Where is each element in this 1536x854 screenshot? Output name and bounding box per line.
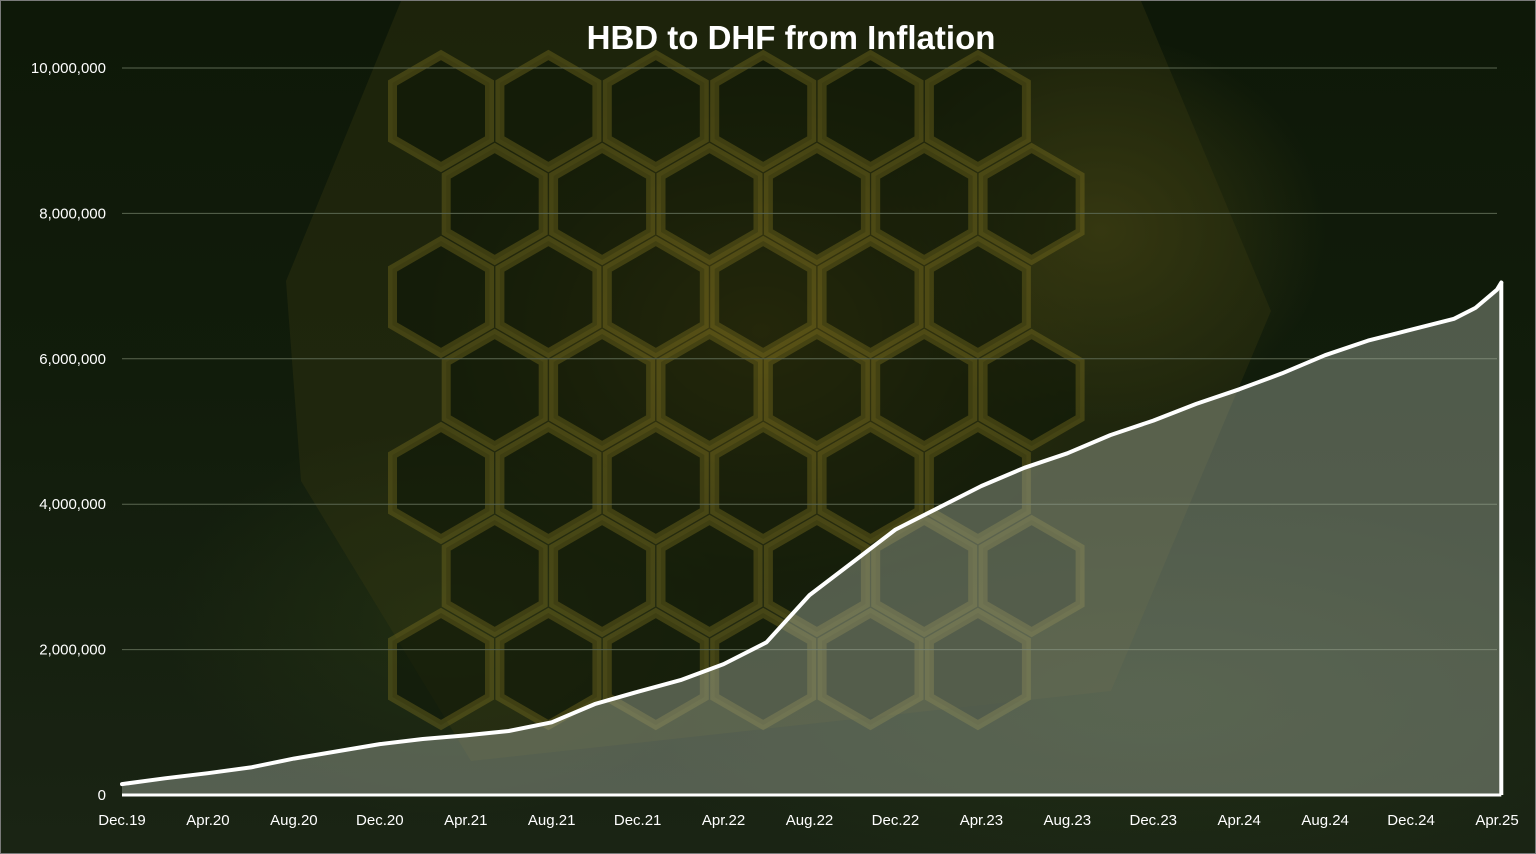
background-hexagon	[817, 235, 924, 359]
background-hexagon	[441, 514, 548, 638]
x-tick-label: Dec.19	[98, 812, 146, 829]
background-hexagon	[817, 607, 924, 731]
background-hexagon	[602, 421, 709, 545]
x-tick-label: Aug.24	[1301, 812, 1349, 829]
x-tick-label: Apr.21	[444, 812, 487, 829]
background-hexagon	[710, 235, 817, 359]
background-hexagon	[710, 49, 817, 173]
x-tick-label: Aug.21	[528, 812, 576, 829]
x-tick-label: Aug.23	[1044, 812, 1092, 829]
x-tick-label: Dec.20	[356, 812, 404, 829]
background-hexagon	[817, 421, 924, 545]
y-tick-label: 8,000,000	[39, 205, 106, 222]
background-hexagon	[924, 235, 1031, 359]
background-hexagon	[763, 514, 870, 638]
x-tick-label: Apr.23	[960, 812, 1003, 829]
background-hexagon	[388, 235, 494, 359]
background-hexagon	[602, 607, 709, 731]
background-hexagon	[763, 328, 870, 452]
background-hexagon	[871, 328, 978, 452]
background-hexagon	[710, 421, 817, 545]
background-hexagon	[602, 49, 709, 173]
y-tick-label: 10,000,000	[31, 60, 106, 77]
y-tick-label: 4,000,000	[39, 496, 106, 513]
x-axis-ticks: Dec.19 Apr.20 Aug.20 Dec.20 Apr.21 Aug.21 Dec.…	[98, 812, 1518, 829]
background-hexagon	[495, 49, 602, 173]
background-hexagon	[710, 607, 817, 731]
plot-area	[120, 280, 1504, 797]
background-hexagon	[817, 49, 924, 173]
background-hexagon	[388, 421, 494, 545]
x-tick-label: Aug.20	[270, 812, 318, 829]
series-area-fill	[122, 282, 1502, 795]
y-axis-ticks: 0 2,000,000 4,000,000 6,000,000 8,000,000 10,…	[31, 60, 106, 804]
x-tick-label: Apr.22	[702, 812, 745, 829]
background-hexagon	[549, 514, 656, 638]
background-hexagon	[763, 142, 870, 266]
x-tick-label: Aug.22	[786, 812, 834, 829]
background-hexagon	[495, 421, 602, 545]
series-line	[120, 280, 1504, 787]
background-hexagon	[495, 235, 602, 359]
background-hexagon	[978, 142, 1085, 266]
background-hexagon	[388, 49, 494, 173]
background-hexagon	[978, 328, 1085, 452]
background-hexagon	[495, 607, 602, 731]
y-tick-label: 2,000,000	[39, 642, 106, 659]
background-hexagon	[549, 142, 656, 266]
background-hexagon	[871, 514, 978, 638]
background-hexagon	[388, 607, 494, 731]
background-hexagon	[656, 142, 763, 266]
background-hexagon	[656, 514, 763, 638]
x-tick-label: Dec.21	[614, 812, 662, 829]
x-tick-label: Apr.24	[1218, 812, 1261, 829]
background-hexagon	[871, 142, 978, 266]
chart-title: HBD to DHF from Inflation	[587, 19, 996, 56]
background-hexagon	[602, 235, 709, 359]
gridlines	[122, 67, 1497, 651]
y-tick-label: 6,000,000	[39, 351, 106, 368]
background-hexagon	[924, 607, 1031, 731]
x-tick-label: Dec.24	[1387, 812, 1435, 829]
x-tick-label: Apr.20	[186, 812, 229, 829]
background-hexagon	[656, 328, 763, 452]
background-hexagon	[924, 49, 1031, 173]
background-hexagon	[441, 328, 548, 452]
x-tick-label: Dec.23	[1129, 812, 1177, 829]
x-tick-label: Dec.22	[872, 812, 920, 829]
x-tick-label: Apr.25	[1475, 812, 1518, 829]
background-hexagon	[978, 514, 1085, 638]
background-hexagon	[549, 328, 656, 452]
y-tick-label: 0	[98, 787, 106, 804]
background-honeycomb-art	[286, 1, 1271, 761]
background-hexagon	[441, 142, 548, 266]
